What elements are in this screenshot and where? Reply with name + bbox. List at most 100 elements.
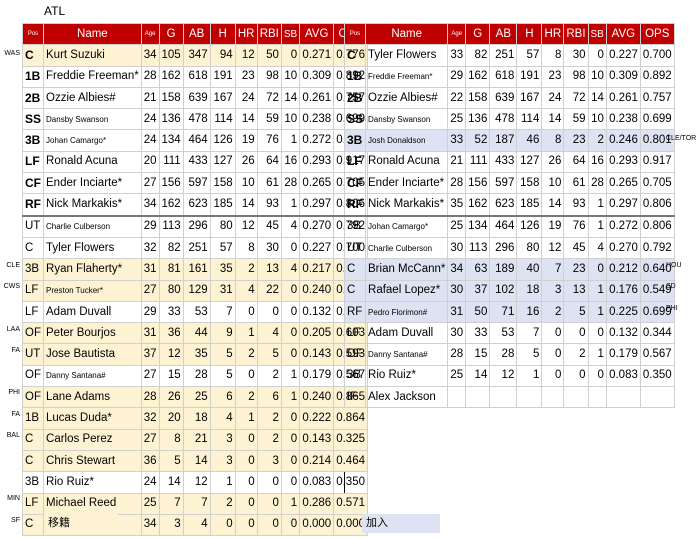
cell-name: Danny Santana# [43,364,142,388]
cell-hr: 10 [541,172,565,195]
cell-sb: 10 [280,65,301,88]
cell-sb: 0 [280,449,301,473]
col-header-ab: AB [182,22,211,46]
cell-pos: IF [343,386,367,409]
cell-hr: 0 [234,364,258,388]
cell-avg: 0.272 [605,214,641,238]
cell-hr: 26 [234,150,258,174]
col-header-pos: Pos [343,22,367,46]
cell-h: 1 [516,364,543,388]
cell-ab: 44 [182,322,211,345]
cell-name: Pedro Florimon# [365,300,449,324]
cell-age: 29 [140,300,160,324]
cell-age: 25 [447,364,467,388]
cell-rbi: 76 [256,129,282,152]
cell-name: Adam Duvall [365,322,449,345]
cell-hr: 23 [234,65,258,88]
cell-ab: 129 [182,279,211,302]
cell-rbi: 93 [563,193,589,217]
cell-age: 27 [140,172,160,195]
cell-sb: 0 [280,471,301,494]
cell-g: 36 [158,322,184,345]
col-header-name: Name [43,22,142,46]
cell-avg: 0.261 [605,86,641,110]
cell-avg: 0.309 [605,65,641,88]
cell-avg: 0.238 [605,108,641,131]
cell-sb: 1 [280,193,301,217]
cell-pos: LF [21,279,45,302]
cell-ab: 53 [182,300,211,324]
cell-name: Charlie Culberson [43,214,142,238]
cell-ops: 0.571 [333,492,368,515]
cell-age: 28 [140,386,160,409]
cell-rbi: 2 [256,364,282,388]
cell-hr: 14 [541,108,565,131]
cell-age: 30 [447,236,467,260]
cell-sb: 0 [280,407,301,430]
roster-table-2018: Pos Name Age G AB H HR RBI SB AVG OPS CK… [21,22,368,537]
player-row: OF Peter Bourjos 31 36 44 9 1 4 0 0.205 0.603 [21,322,368,345]
cell-rbi: 0 [256,492,282,515]
cell-pos: UT [21,214,45,238]
cell-h: 5 [209,364,236,388]
cell-pos: RF [343,300,367,324]
player-row: 3B Johan Camargo* 25 134 464 126 19 76 1 0.272 0.8… [343,214,675,238]
cell-name: Johan Camargo* [43,129,142,152]
cell-avg: 0.265 [605,172,641,195]
cell-age: 34 [140,193,160,217]
cell-sb: 16 [587,150,607,174]
cell-age: 31 [140,258,160,281]
cell-name: Ronald Acuna [43,150,142,174]
cell-avg: 0.270 [299,214,335,238]
col-header-pos: Pos [21,22,45,46]
cell-hr: 10 [234,172,258,195]
player-row: RF Nick Markakis* 35 162 623 185 14 93 1 0.297 0.8… [343,193,675,217]
cell-sb: 0 [280,279,301,302]
cell-pos: 3B [21,129,45,152]
cell-name: Tyler Flowers [43,236,142,260]
player-row: LF Ronald Acuna 21 111 433 127 26 64 16 0.293 0.91… [343,150,675,174]
cell-hr: 0 [541,364,565,388]
cell-avg: 0.132 [299,300,335,324]
cell-name: Nick Markakis* [43,193,142,217]
cell-rbi: 64 [256,150,282,174]
col-header-age: Age [447,22,467,46]
cell-g: 136 [158,108,184,131]
cell-avg: 0.217 [299,258,335,281]
cell-rbi: 2 [563,343,589,366]
cell-name: Kurt Suzuki [43,44,142,67]
cell-hr: 0 [541,343,565,366]
cell-name: Josh Donaldson [365,129,449,152]
cell-h: 158 [516,172,543,195]
cell-ab: 71 [489,300,518,324]
cell-g: 50 [465,300,491,324]
cell-age: 29 [447,65,467,88]
cell-sb: 28 [587,172,607,195]
col-header-sb: SB [280,22,301,46]
cell-avg: 0.132 [605,322,641,345]
col-header-avg: AVG [299,22,335,46]
cell-g: 82 [465,44,491,67]
cell-sb: 1 [587,193,607,217]
cell-rbi: 72 [256,86,282,110]
cell-h: 9 [209,322,236,345]
cell-h: 4 [209,407,236,430]
cell-g: 134 [465,214,491,238]
player-row: 3B Rio Ruiz* 24 14 12 1 0 0 0 0.083 0.350 [21,471,368,494]
cell-rbi: 13 [256,258,282,281]
cell-age: 30 [447,322,467,345]
col-header-hr: HR [541,22,565,46]
cell-name: Adam Duvall [43,300,142,324]
cell-age: 30 [447,279,467,302]
cell-g: 113 [465,236,491,260]
cell-pos: 3B [343,214,367,238]
cell-avg: 0.227 [605,44,641,67]
cell-rbi [563,386,589,409]
cell-rbi: 13 [563,279,589,302]
cell-hr: 2 [541,300,565,324]
cell-ops: 0.864 [333,407,368,430]
cell-ab: 18 [182,407,211,430]
col-header-rbi: RBI [256,22,282,46]
cell-name: Carlos Perez [43,428,142,451]
